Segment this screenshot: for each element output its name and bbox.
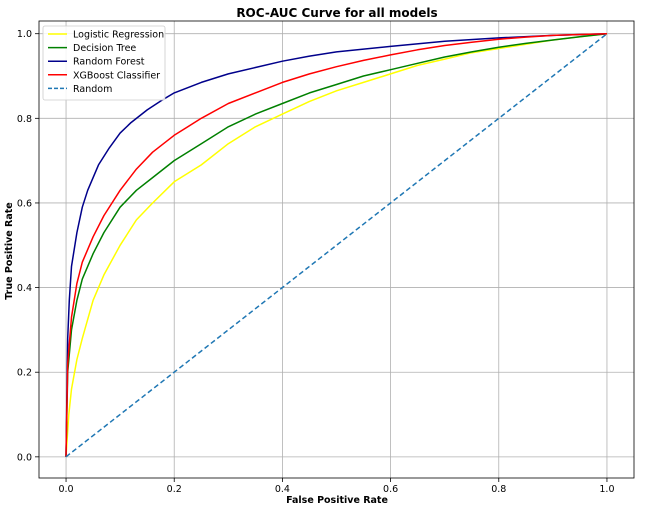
- series-lines: [65, 32, 608, 458]
- legend-label: XGBoost Classifier: [73, 70, 160, 81]
- x-axis-label: False Positive Rate: [286, 495, 388, 506]
- series-line-1: [65, 32, 608, 457]
- axes-frame: [38, 20, 635, 479]
- y-tick-label: 0.6: [17, 198, 32, 209]
- y-tick-label: 1.0: [17, 29, 32, 40]
- y-tick-label: 0.4: [17, 283, 32, 294]
- y-tick-label: 0.0: [17, 452, 32, 463]
- x-tick-label: 0.8: [491, 484, 506, 495]
- legend: Logistic Regression Decision Tree Random F…: [42, 25, 166, 101]
- legend-box: [42, 25, 166, 101]
- legend-label: Decision Tree: [73, 43, 136, 54]
- y-tick-label: 0.2: [17, 368, 32, 379]
- y-axis-label: True Positive Rate: [4, 202, 15, 300]
- x-tick-label: 0.0: [58, 484, 73, 495]
- legend-label: Random: [73, 84, 112, 95]
- legend-label: Random Forest: [73, 57, 145, 68]
- series-line-4: [65, 33, 608, 458]
- x-tick-label: 0.6: [383, 484, 398, 495]
- series-line-0: [65, 32, 608, 457]
- x-tick-label: 0.2: [167, 484, 182, 495]
- y-tick-label: 0.8: [17, 114, 32, 125]
- x-tick-label: 0.4: [275, 484, 290, 495]
- series-line-3: [65, 32, 608, 457]
- axis-ticks: 0.0 0.2 0.4 0.6 0.8 1.0 0.0 0.2 0.4 0.6 0.8 1.0: [17, 29, 615, 495]
- legend-label: Logistic Regression: [73, 30, 164, 41]
- chart-title: ROC-AUC Curve for all models: [236, 6, 437, 20]
- x-tick-label: 1.0: [599, 484, 614, 495]
